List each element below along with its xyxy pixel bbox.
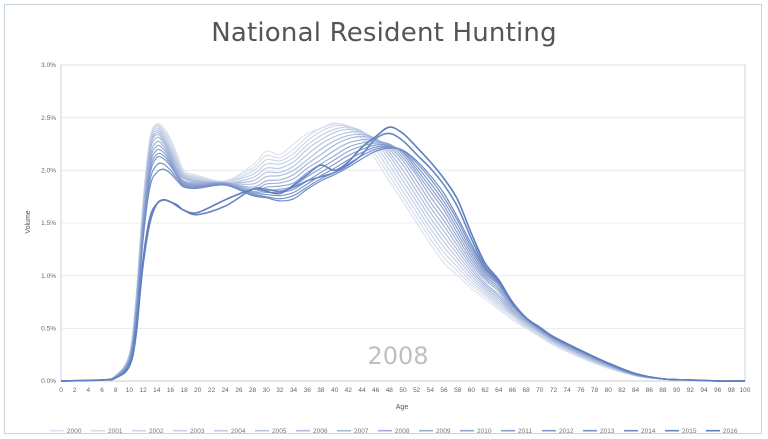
y-tick-label: 2.0% xyxy=(41,168,56,175)
x-tick-label: 12 xyxy=(139,387,147,394)
x-tick-label: 0 xyxy=(59,387,63,394)
series-line-2016 xyxy=(60,126,746,382)
legend-label: 2002 xyxy=(149,428,164,435)
legend-label: 2013 xyxy=(600,428,615,435)
legend-label: 2006 xyxy=(313,428,328,435)
x-tick-label: 100 xyxy=(740,387,751,394)
x-tick-label: 72 xyxy=(550,387,558,394)
x-tick-label: 88 xyxy=(659,387,667,394)
legend-label: 2016 xyxy=(723,428,738,435)
x-tick-label: 38 xyxy=(317,387,325,394)
series-line-2008 xyxy=(60,138,746,382)
y-tick-label: 1.5% xyxy=(41,220,56,227)
legend-label: 2012 xyxy=(559,428,574,435)
x-tick-label: 14 xyxy=(153,387,161,394)
x-tick-label: 76 xyxy=(577,387,585,394)
x-tick-label: 4 xyxy=(87,387,91,394)
x-tick-label: 80 xyxy=(605,387,613,394)
x-tick-label: 26 xyxy=(235,387,243,394)
series-line-2010 xyxy=(60,142,746,382)
x-tick-label: 10 xyxy=(126,387,134,394)
x-tick-label: 16 xyxy=(167,387,175,394)
x-tick-label: 96 xyxy=(714,387,722,394)
series-line-2001 xyxy=(60,123,746,382)
x-tick-label: 70 xyxy=(536,387,544,394)
x-tick-label: 36 xyxy=(304,387,312,394)
x-tick-label: 84 xyxy=(632,387,640,394)
x-tick-label: 44 xyxy=(358,387,366,394)
x-tick-label: 40 xyxy=(331,387,339,394)
legend-label: 2003 xyxy=(190,428,205,435)
x-tick-label: 2 xyxy=(73,387,77,394)
legend-label: 2001 xyxy=(108,428,123,435)
y-tick-label: 3.0% xyxy=(41,62,56,69)
x-tick-label: 82 xyxy=(618,387,626,394)
x-tick-label: 92 xyxy=(687,387,695,394)
legend-label: 2014 xyxy=(641,428,656,435)
legend-label: 2004 xyxy=(231,428,246,435)
x-tick-label: 32 xyxy=(276,387,284,394)
legend: 2000 2001 2002 2003 2004 2005 2006 2007 2008 2009… xyxy=(50,428,738,435)
x-tick-label: 50 xyxy=(399,387,407,394)
x-tick-label: 18 xyxy=(181,387,189,394)
x-tick-label: 98 xyxy=(728,387,736,394)
x-axis-label: Age xyxy=(396,404,409,411)
x-tick-label: 24 xyxy=(222,387,230,394)
x-tick-label: 68 xyxy=(523,387,531,394)
x-tick-label: 6 xyxy=(100,387,104,394)
x-tick-label: 90 xyxy=(673,387,681,394)
x-tick-label: 56 xyxy=(440,387,448,394)
legend-label: 2008 xyxy=(395,428,410,435)
legend-label: 2011 xyxy=(518,428,532,435)
x-tick-label: 52 xyxy=(413,387,421,394)
y-axis-ticks: 0.0% 0.5% 1.0% 1.5% 2.0% 2.5% 3.0% xyxy=(41,62,56,385)
y-tick-label: 0.0% xyxy=(41,378,56,385)
legend-label: 2015 xyxy=(682,428,697,435)
x-tick-label: 20 xyxy=(194,387,202,394)
x-tick-label: 22 xyxy=(208,387,216,394)
x-tick-label: 94 xyxy=(700,387,708,394)
x-tick-label: 48 xyxy=(386,387,394,394)
x-axis-ticks: 0 2 4 6 8 10 12 14 16 18 20 22 24 26 28 30 32 34 36 38 40 42 4… xyxy=(59,387,751,394)
legend-label: 2007 xyxy=(354,428,369,435)
gridlines xyxy=(60,64,746,382)
y-tick-label: 1.0% xyxy=(41,273,56,280)
x-tick-label: 30 xyxy=(263,387,271,394)
legend-label: 2000 xyxy=(67,428,82,435)
x-tick-label: 8 xyxy=(114,387,118,394)
x-tick-label: 62 xyxy=(481,387,489,394)
series-lines xyxy=(60,122,746,382)
x-tick-label: 86 xyxy=(646,387,654,394)
x-tick-label: 42 xyxy=(345,387,353,394)
x-tick-label: 64 xyxy=(495,387,503,394)
series-line-2006 xyxy=(60,133,746,382)
x-tick-label: 66 xyxy=(509,387,517,394)
x-tick-label: 58 xyxy=(454,387,462,394)
x-tick-label: 74 xyxy=(564,387,572,394)
chart-title: National Resident Hunting xyxy=(211,18,557,48)
legend-label: 2005 xyxy=(272,428,287,435)
x-tick-label: 28 xyxy=(249,387,257,394)
legend-label: 2010 xyxy=(477,428,492,435)
y-tick-label: 2.5% xyxy=(41,115,56,122)
x-tick-label: 34 xyxy=(290,387,298,394)
series-line-2004 xyxy=(60,128,746,382)
x-tick-label: 46 xyxy=(372,387,380,394)
x-tick-label: 60 xyxy=(468,387,476,394)
legend-label: 2009 xyxy=(436,428,451,435)
y-tick-label: 0.5% xyxy=(41,326,56,333)
year-annotation: 2008 xyxy=(367,342,428,370)
x-tick-label: 54 xyxy=(427,387,435,394)
x-tick-label: 78 xyxy=(591,387,599,394)
y-axis-label: Volume xyxy=(25,210,32,233)
